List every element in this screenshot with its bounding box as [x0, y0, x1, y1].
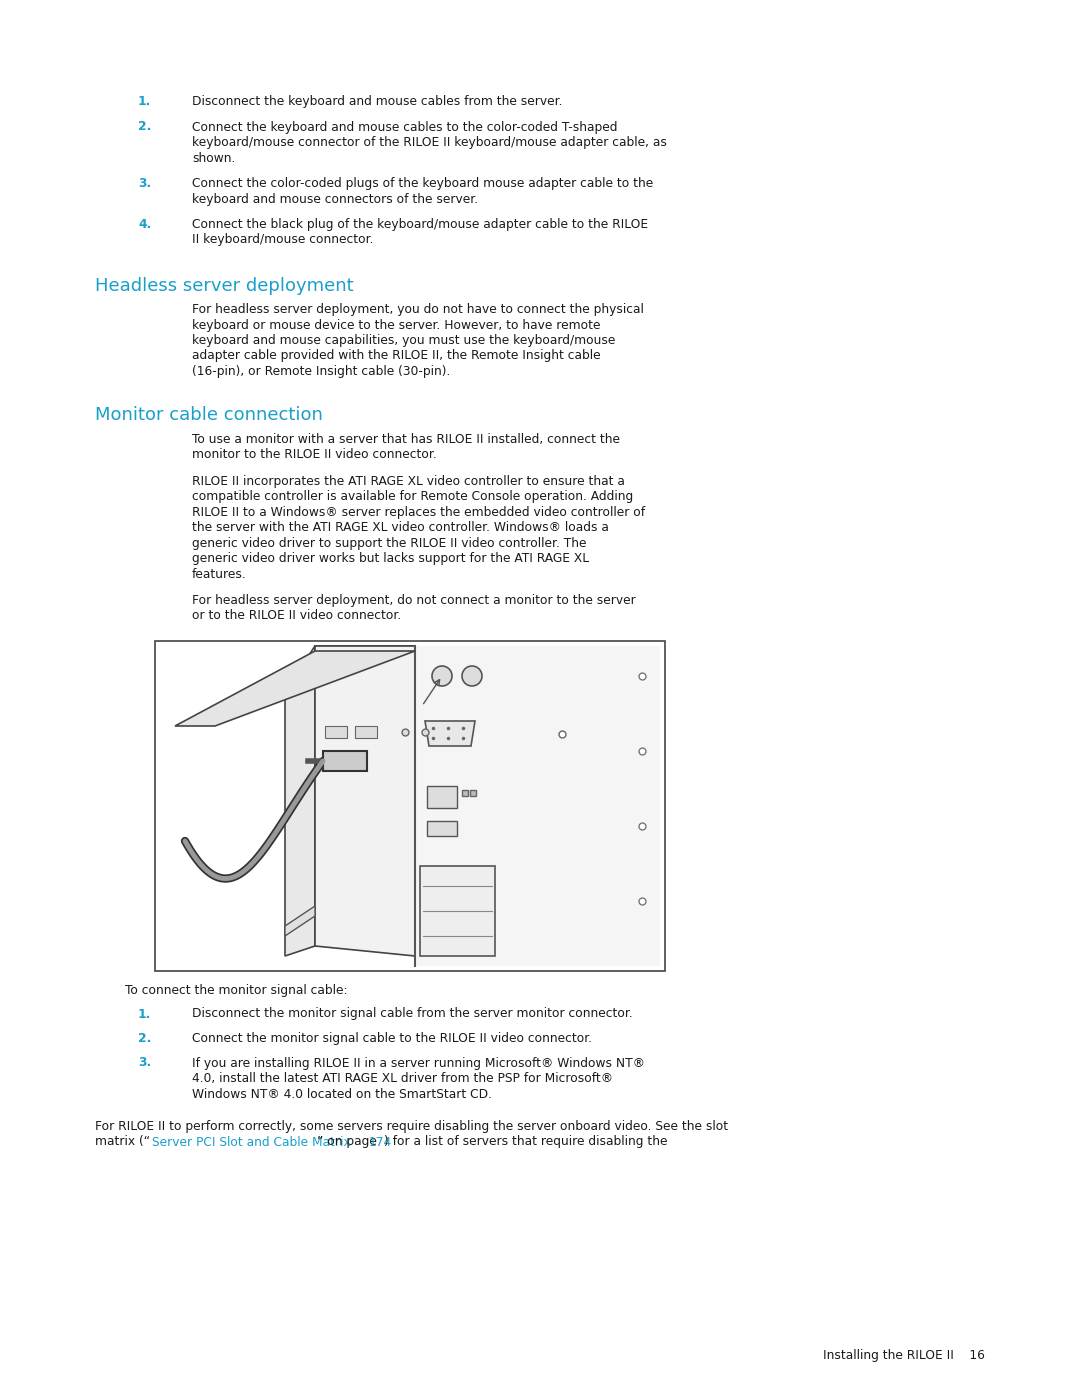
Bar [415, 645, 660, 965]
Text: Connect the monitor signal cable to the RILOE II video connector.: Connect the monitor signal cable to the … [192, 1032, 592, 1045]
Text: Server PCI Slot and Cable Matrix: Server PCI Slot and Cable Matrix [152, 1136, 351, 1148]
Text: generic video driver to support the RILOE II video controller. The: generic video driver to support the RILO… [192, 536, 586, 549]
Text: II keyboard/mouse connector.: II keyboard/mouse connector. [192, 233, 374, 246]
Text: the server with the ATI RAGE XL video controller. Windows® loads a: the server with the ATI RAGE XL video co… [192, 521, 609, 534]
Text: 1.: 1. [138, 1007, 151, 1020]
Bar [325, 726, 347, 738]
Text: keyboard or mouse device to the server. However, to have remote: keyboard or mouse device to the server. … [192, 319, 600, 331]
Bar [427, 787, 457, 807]
Text: Windows NT® 4.0 located on the SmartStart CD.: Windows NT® 4.0 located on the SmartStar… [192, 1087, 492, 1101]
Text: generic video driver works but lacks support for the ATI RAGE XL: generic video driver works but lacks sup… [192, 552, 589, 564]
Text: For RILOE II to perform correctly, some servers require disabling the server onb: For RILOE II to perform correctly, some … [95, 1120, 728, 1133]
Text: 1.: 1. [138, 95, 151, 108]
Polygon shape [315, 645, 415, 956]
Circle shape [462, 666, 482, 686]
Text: To use a monitor with a server that has RILOE II installed, connect the: To use a monitor with a server that has … [192, 433, 620, 446]
Text: Connect the keyboard and mouse cables to the color-coded T-shaped: Connect the keyboard and mouse cables to… [192, 120, 618, 134]
Polygon shape [175, 651, 415, 726]
Text: (16-pin), or Remote Insight cable (30-pin).: (16-pin), or Remote Insight cable (30-pi… [192, 365, 450, 379]
Polygon shape [285, 907, 315, 936]
Text: Headless server deployment: Headless server deployment [95, 277, 353, 295]
Text: 2.: 2. [138, 120, 151, 134]
Text: keyboard and mouse connectors of the server.: keyboard and mouse connectors of the ser… [192, 193, 478, 205]
Polygon shape [285, 645, 315, 956]
Bar [420, 866, 495, 956]
Text: or to the RILOE II video connector.: or to the RILOE II video connector. [192, 609, 402, 623]
Text: ” on page: ” on page [316, 1136, 380, 1148]
Text: Disconnect the monitor signal cable from the server monitor connector.: Disconnect the monitor signal cable from… [192, 1007, 633, 1020]
Text: monitor to the RILOE II video connector.: monitor to the RILOE II video connector. [192, 448, 436, 461]
Bar [323, 752, 367, 771]
Text: ) for a list of servers that require disabling the: ) for a list of servers that require dis… [383, 1136, 667, 1148]
Text: 4.0, install the latest ATI RAGE XL driver from the PSP for Microsoft®: 4.0, install the latest ATI RAGE XL driv… [192, 1071, 613, 1085]
Text: 174: 174 [368, 1136, 392, 1148]
Text: Connect the black plug of the keyboard/mouse adapter cable to the RILOE: Connect the black plug of the keyboard/m… [192, 218, 648, 231]
Bar [340, 754, 350, 767]
Text: keyboard and mouse capabilities, you must use the keyboard/mouse: keyboard and mouse capabilities, you mus… [192, 334, 616, 346]
Bar [355, 726, 377, 738]
Polygon shape [426, 721, 475, 746]
Text: shown.: shown. [192, 151, 235, 165]
Text: adapter cable provided with the RILOE II, the Remote Insight cable: adapter cable provided with the RILOE II… [192, 349, 600, 362]
Text: For headless server deployment, you do not have to connect the physical: For headless server deployment, you do n… [192, 303, 644, 316]
Text: 2.: 2. [138, 1032, 151, 1045]
Text: 4.: 4. [138, 218, 151, 231]
Text: If you are installing RILOE II in a server running Microsoft® Windows NT®: If you are installing RILOE II in a serv… [192, 1056, 645, 1070]
Text: For headless server deployment, do not connect a monitor to the server: For headless server deployment, do not c… [192, 594, 636, 608]
Text: matrix (“: matrix (“ [95, 1136, 150, 1148]
Text: To connect the monitor signal cable:: To connect the monitor signal cable: [125, 983, 348, 997]
Text: compatible controller is available for Remote Console operation. Adding: compatible controller is available for R… [192, 490, 633, 503]
Text: keyboard/mouse connector of the RILOE II keyboard/mouse adapter cable, as: keyboard/mouse connector of the RILOE II… [192, 136, 666, 149]
Text: features.: features. [192, 567, 246, 581]
Text: Connect the color-coded plugs of the keyboard mouse adapter cable to the: Connect the color-coded plugs of the key… [192, 177, 653, 190]
Bar [315, 645, 415, 946]
Text: Disconnect the keyboard and mouse cables from the server.: Disconnect the keyboard and mouse cables… [192, 95, 563, 108]
Bar [427, 821, 457, 835]
Text: 3.: 3. [138, 1056, 151, 1070]
Text: RILOE II incorporates the ATI RAGE XL video controller to ensure that a: RILOE II incorporates the ATI RAGE XL vi… [192, 475, 625, 488]
Text: Installing the RILOE II    16: Installing the RILOE II 16 [823, 1350, 985, 1362]
Text: RILOE II to a Windows® server replaces the embedded video controller of: RILOE II to a Windows® server replaces t… [192, 506, 645, 518]
Text: 3.: 3. [138, 177, 151, 190]
Circle shape [432, 666, 453, 686]
Bar [156, 641, 665, 971]
Text: Monitor cable connection: Monitor cable connection [95, 407, 323, 425]
